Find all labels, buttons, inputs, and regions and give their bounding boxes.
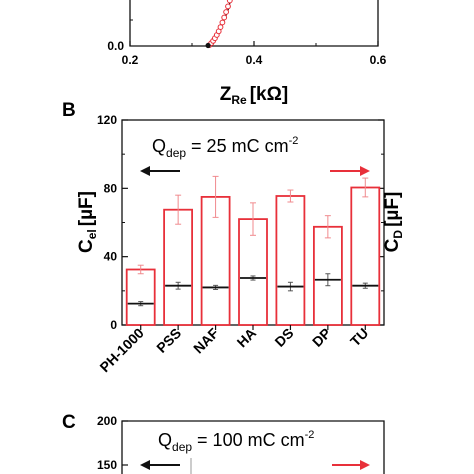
panel-a-point — [219, 19, 226, 26]
panel-a-xtick-label-2: 0.6 — [370, 53, 387, 67]
panel-a-point — [225, 3, 231, 10]
cd-bar — [238, 218, 268, 326]
panel-b-ytick-label: 80 — [104, 181, 118, 195]
panel-a-origin-point — [205, 42, 211, 49]
panel-b-category-label: PSS — [153, 325, 184, 356]
cd-bar — [275, 195, 306, 326]
panel-a-data — [205, 0, 233, 49]
panel-a-xticks — [129, 19, 379, 46]
panel-b-category-label: DP — [309, 325, 334, 350]
panel-b-ytick-label: 0 — [110, 318, 117, 332]
panel-c-ytick-label-150: 150 — [97, 458, 117, 472]
panel-c-right-arrow-head — [360, 460, 370, 470]
panel-a-point — [226, 0, 233, 4]
panel-a-ytick-label-0: 0.0 — [107, 39, 124, 53]
panel-c-ytick-label-200: 200 — [97, 414, 117, 428]
panel-b-bars — [125, 175, 381, 330]
panel-b-yticks: 0 40 80 120 — [97, 113, 384, 332]
panel-a-axes — [129, 0, 379, 47]
panel-a-point — [217, 24, 224, 31]
panel-c-label: C — [62, 412, 76, 433]
cd-bar — [350, 186, 381, 326]
left-arrow-head — [140, 166, 150, 176]
panel-b-ylabel-right: CD[µF] — [382, 192, 405, 253]
left-arrow — [140, 166, 180, 176]
cd-bar — [163, 208, 194, 326]
panel-b-category-label: TU — [347, 325, 372, 350]
panel-b: B 0 40 80 120 Qdep = 25 mC cm-2 PH-1000 PSS NA… — [62, 100, 405, 375]
right-arrow — [330, 166, 370, 176]
panel-a: 0.2 0.4 0.6 0.0 ZRe [kΩ] — [107, 0, 387, 107]
panel-a-point — [223, 9, 230, 15]
panel-c-left-arrow — [140, 460, 180, 470]
panel-b-category-labels: PH-1000 PSS NAF HA DS DP TU — [96, 324, 371, 375]
panel-c-annotation: Qdep = 100 mC cm-2 — [158, 429, 314, 454]
panel-b-ytick-label: 120 — [97, 113, 117, 127]
panel-b-category-label: PH-1000 — [96, 325, 147, 376]
panel-a-xtick-label-0: 0.2 — [122, 53, 139, 67]
panel-c-right-arrow — [332, 460, 370, 470]
cd-bar — [200, 195, 231, 326]
panel-c: C 200 150 Qdep = 100 mC cm-2 — [62, 412, 385, 474]
panel-b-ylabel-left: Cel[µF] — [76, 191, 99, 253]
right-arrow-head — [360, 166, 370, 176]
panel-c-left-arrow-head — [140, 460, 150, 470]
panel-b-category-label: NAF — [190, 324, 222, 356]
panel-b-category-label: DS — [271, 325, 296, 350]
cd-bar — [125, 268, 156, 326]
panel-a-xtick-label-1: 0.4 — [246, 53, 263, 67]
panel-a-xlabel: ZRe [kΩ] — [220, 84, 288, 107]
panel-b-label: B — [62, 100, 76, 121]
panel-a-point — [221, 14, 228, 21]
panel-c-frame — [121, 420, 385, 474]
panel-b-category-label: HA — [233, 325, 259, 351]
panel-b-ytick-label: 40 — [104, 250, 118, 264]
panel-b-annotation: Qdep = 25 mC cm-2 — [152, 135, 298, 160]
